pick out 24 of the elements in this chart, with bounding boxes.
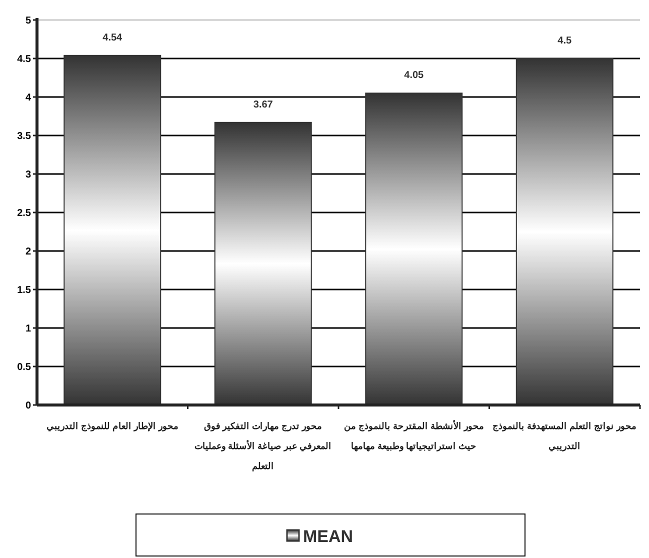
x-tick-label: محور الإطار العام للنموذج التدريبي xyxy=(46,421,178,432)
bar xyxy=(365,92,463,406)
x-tick-label: محور نواتج التعلم المستهدفة بالنموذج التدريبي xyxy=(492,421,637,452)
y-tick-label: 2 xyxy=(25,246,32,258)
y-tick-label: 0.5 xyxy=(17,362,32,373)
y-tick-label: 2.5 xyxy=(17,208,32,219)
x-tick-label: محور تدرج مهارات التفكير فوق المعرفي عبر صياغة الأسئلة وعمليات التعلم xyxy=(194,421,332,472)
y-tick-label: 3.5 xyxy=(17,131,32,142)
data-label: 4.54 xyxy=(102,32,123,44)
y-tick-label: 5 xyxy=(25,16,32,26)
data-label: 4.05 xyxy=(404,70,424,82)
data-label: 4.5 xyxy=(558,36,572,46)
bar xyxy=(64,54,162,406)
y-tick-label: 1.5 xyxy=(17,285,32,296)
data-label: 3.67 xyxy=(253,99,274,110)
y-tick-label: 4 xyxy=(25,92,32,104)
y-tick-label: 4.5 xyxy=(17,54,32,65)
y-tick-label: 1 xyxy=(25,324,32,334)
legend-label: MEAN xyxy=(303,527,354,546)
y-tick-label: 0 xyxy=(25,400,32,412)
bar xyxy=(516,58,614,406)
y-tick-label: 3 xyxy=(25,170,32,180)
x-tick-label: محور الأنشطة المقترحة بالنموذج من حيث استراتيجياتها وطبيعة مهامها xyxy=(344,420,484,452)
bar xyxy=(214,122,312,406)
